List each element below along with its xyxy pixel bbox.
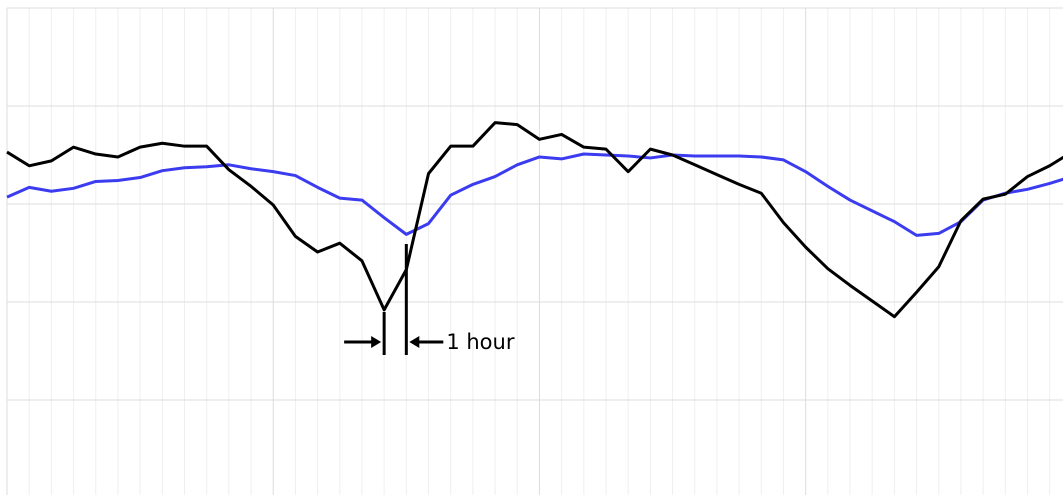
- annotation-arrowhead: [409, 336, 420, 348]
- annotation-arrowhead: [371, 336, 382, 348]
- line-series: [6, 152, 1063, 237]
- line-series: [6, 121, 1063, 319]
- annotation-text: 1 hour: [446, 330, 515, 354]
